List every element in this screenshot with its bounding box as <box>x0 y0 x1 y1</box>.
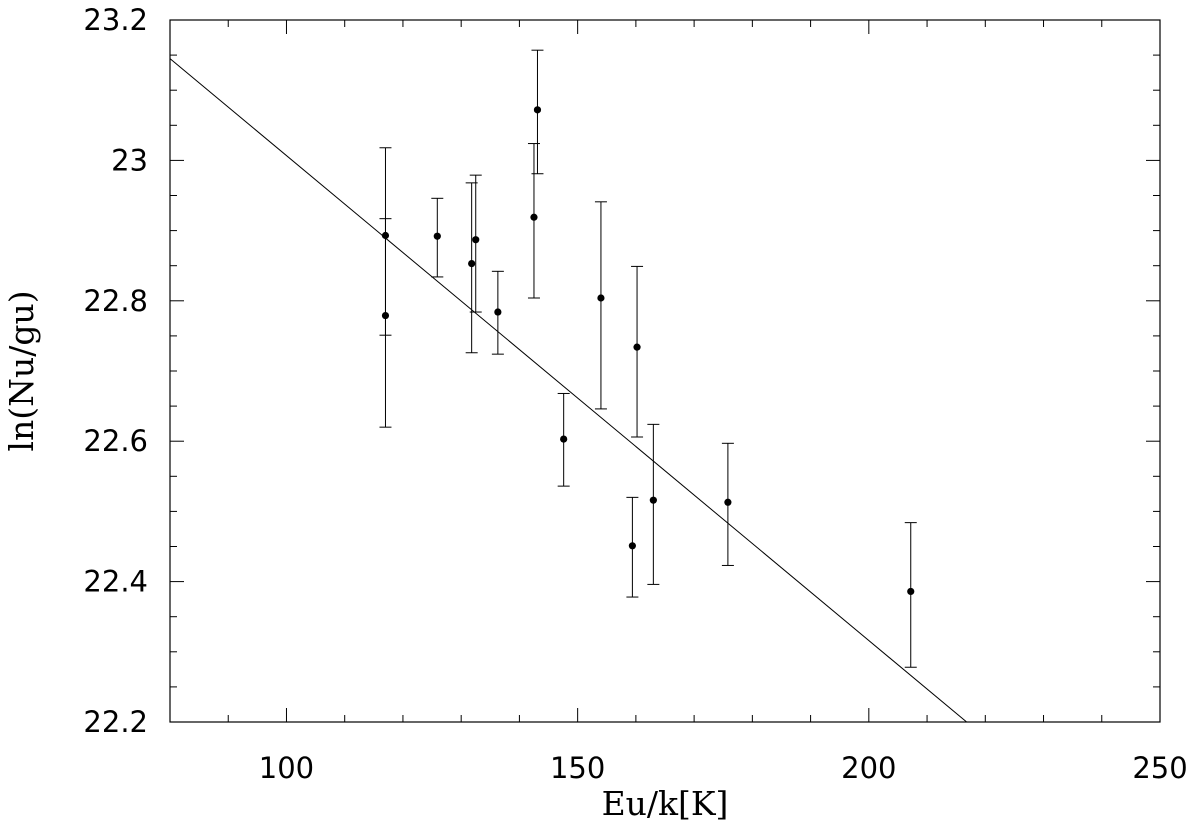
x-tick-label: 200 <box>841 751 896 785</box>
data-point <box>468 259 476 268</box>
y-tick-label: 22.6 <box>83 424 148 458</box>
y-tick-label: 22.4 <box>83 565 148 599</box>
data-point <box>530 213 538 221</box>
y-tick-label: 22.2 <box>83 705 148 739</box>
data-point <box>649 496 657 504</box>
y-axis-label: ln(Nu/gu) <box>2 290 41 451</box>
data-point-group <box>527 143 540 299</box>
data-point-group <box>469 174 482 313</box>
data-point-group <box>379 218 392 428</box>
data-point <box>907 587 915 596</box>
data-point-group <box>904 522 917 668</box>
data-point <box>560 435 568 443</box>
data-point <box>381 311 390 320</box>
tick-labels: 100 150 200 250 22.2 22.4 22.6 22.8 23 23.2 <box>83 3 1187 785</box>
data-point-group <box>721 442 734 566</box>
x-tick-label: 100 <box>259 751 314 785</box>
x-tick-label: 150 <box>550 751 605 785</box>
y-tick-label: 23 <box>111 143 148 177</box>
data-point <box>724 498 732 506</box>
data-point-group <box>626 496 639 598</box>
data-point <box>433 232 441 240</box>
data-point <box>628 542 636 550</box>
data-point <box>494 308 502 316</box>
data-point <box>472 236 480 244</box>
y-tick-label: 23.2 <box>83 3 148 37</box>
plot-frame <box>169 19 1161 723</box>
data-points <box>379 49 917 668</box>
data-point <box>533 106 542 114</box>
data-point-group <box>557 392 570 487</box>
data-point-group <box>431 197 444 278</box>
x-tick-label: 250 <box>1132 751 1187 785</box>
fit-line <box>169 58 967 723</box>
data-point-group <box>491 270 504 355</box>
data-point-group <box>631 265 644 438</box>
data-point-group <box>647 423 660 585</box>
y-tick-label: 22.8 <box>83 284 148 318</box>
data-point-group <box>531 49 544 175</box>
data-point <box>633 343 641 351</box>
x-axis-label: Eu/k[K] <box>602 784 729 823</box>
tick-marks <box>170 20 1160 722</box>
data-point-group <box>594 201 607 410</box>
data-point <box>597 294 605 302</box>
